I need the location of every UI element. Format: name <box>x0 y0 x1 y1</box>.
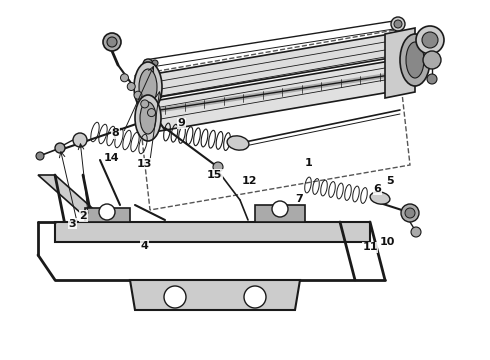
Polygon shape <box>55 222 370 242</box>
Text: 8: 8 <box>111 128 119 138</box>
Circle shape <box>107 37 117 47</box>
Polygon shape <box>148 34 390 99</box>
Text: 2: 2 <box>79 211 87 221</box>
Ellipse shape <box>140 102 156 134</box>
Ellipse shape <box>139 69 157 105</box>
Circle shape <box>401 204 419 222</box>
Ellipse shape <box>406 42 424 78</box>
Circle shape <box>147 109 155 117</box>
Circle shape <box>405 208 415 218</box>
Ellipse shape <box>134 62 162 112</box>
Text: 11: 11 <box>362 242 378 252</box>
Text: 10: 10 <box>379 237 395 247</box>
Ellipse shape <box>227 136 249 150</box>
Text: 1: 1 <box>305 158 313 168</box>
Circle shape <box>103 33 121 51</box>
Circle shape <box>99 204 115 220</box>
Ellipse shape <box>370 192 390 204</box>
Text: 5: 5 <box>386 176 393 186</box>
Polygon shape <box>255 205 305 222</box>
Polygon shape <box>385 28 415 98</box>
Circle shape <box>391 17 405 31</box>
Text: 15: 15 <box>207 170 222 180</box>
Circle shape <box>422 32 438 48</box>
Polygon shape <box>38 175 100 215</box>
Circle shape <box>152 60 158 66</box>
Circle shape <box>416 26 444 54</box>
Circle shape <box>121 74 128 82</box>
Polygon shape <box>130 280 300 310</box>
Circle shape <box>423 51 441 69</box>
Ellipse shape <box>135 95 161 141</box>
Circle shape <box>141 100 149 108</box>
Polygon shape <box>148 61 390 133</box>
Text: 13: 13 <box>137 159 152 169</box>
Text: 14: 14 <box>104 153 120 163</box>
Circle shape <box>213 162 223 172</box>
Circle shape <box>55 143 65 153</box>
Circle shape <box>244 286 266 308</box>
Ellipse shape <box>400 34 430 86</box>
Circle shape <box>411 227 421 237</box>
Circle shape <box>73 133 87 147</box>
Text: 3: 3 <box>69 219 76 229</box>
Circle shape <box>134 91 142 99</box>
Circle shape <box>427 74 437 84</box>
Text: 4: 4 <box>141 240 148 251</box>
Circle shape <box>272 201 288 217</box>
Circle shape <box>394 20 402 28</box>
Circle shape <box>164 286 186 308</box>
Text: 9: 9 <box>177 118 185 128</box>
Circle shape <box>127 82 135 90</box>
Text: 7: 7 <box>295 194 303 204</box>
Polygon shape <box>85 208 130 222</box>
Circle shape <box>36 152 44 160</box>
Text: 6: 6 <box>373 184 381 194</box>
Circle shape <box>143 59 153 69</box>
Text: 12: 12 <box>242 176 258 186</box>
